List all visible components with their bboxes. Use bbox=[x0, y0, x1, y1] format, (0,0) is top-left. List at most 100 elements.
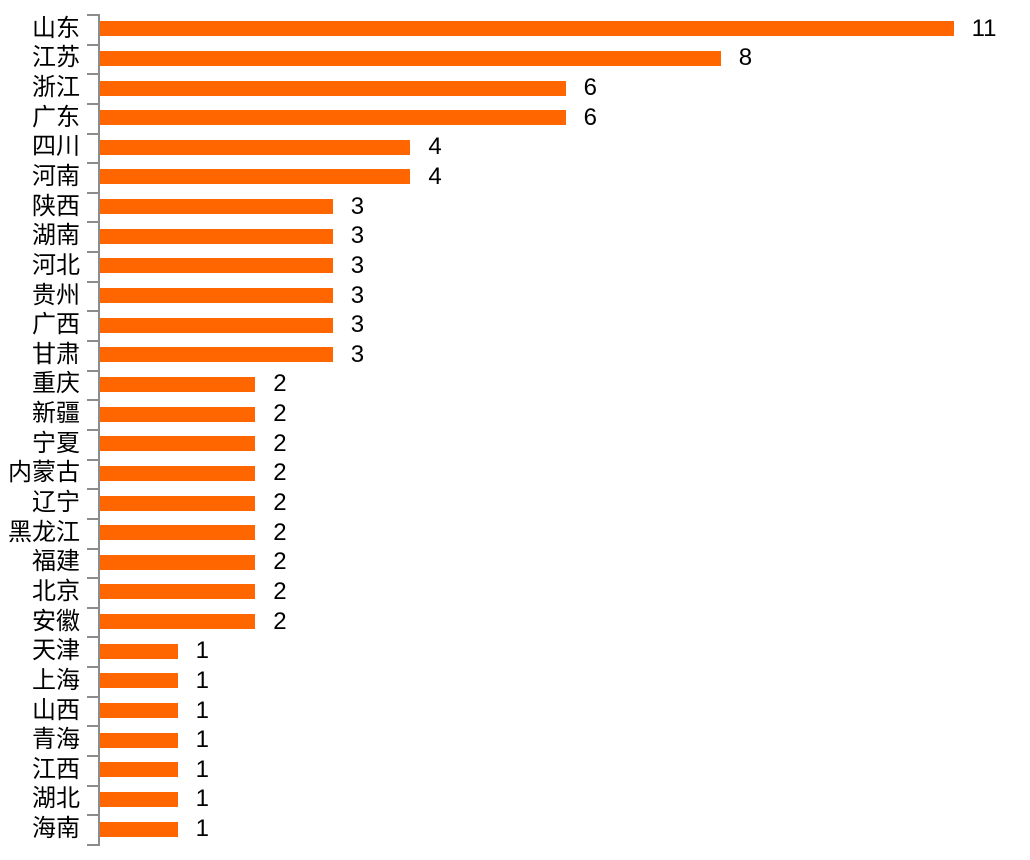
y-axis-tick bbox=[87, 755, 98, 757]
bar-row: 四川 4 bbox=[0, 133, 1030, 163]
category-label: 重庆 bbox=[32, 370, 80, 398]
y-axis-tick bbox=[87, 458, 98, 461]
value-label: 3 bbox=[350, 192, 365, 220]
bar bbox=[100, 525, 256, 541]
bar-row: 湖南 3 bbox=[0, 221, 1030, 251]
category-label: 山西 bbox=[32, 696, 80, 724]
bar bbox=[100, 614, 256, 630]
category-label: 甘肃 bbox=[32, 340, 80, 368]
bar-row: 重庆 2 bbox=[0, 370, 1030, 400]
bar-row: 浙江 6 bbox=[0, 73, 1030, 103]
value-label: 1 bbox=[195, 666, 209, 694]
bar bbox=[100, 110, 566, 126]
value-label: 1 bbox=[195, 785, 209, 813]
y-axis-tick bbox=[87, 547, 98, 550]
y-axis-tick bbox=[87, 162, 98, 165]
category-label: 黑龙江 bbox=[8, 518, 80, 546]
value-label: 6 bbox=[583, 74, 597, 102]
y-axis-tick bbox=[87, 577, 98, 580]
bar bbox=[100, 643, 178, 659]
bar-row: 湖北 1 bbox=[0, 785, 1030, 815]
value-label: 1 bbox=[195, 755, 209, 783]
value-label: 2 bbox=[273, 548, 287, 576]
bar bbox=[100, 50, 721, 66]
y-axis-line bbox=[98, 14, 100, 846]
bar-row: 河北 3 bbox=[0, 251, 1030, 281]
bar-row: 海南 1 bbox=[0, 814, 1030, 844]
y-axis-tick bbox=[87, 636, 98, 639]
y-axis-tick bbox=[87, 43, 98, 46]
y-axis-tick bbox=[87, 132, 98, 135]
value-label: 8 bbox=[738, 44, 753, 72]
value-label: 3 bbox=[350, 251, 365, 279]
category-label: 内蒙古 bbox=[8, 459, 80, 487]
bar-row: 上海 1 bbox=[0, 666, 1030, 696]
bar-row: 黑龙江 2 bbox=[0, 518, 1030, 548]
bar bbox=[100, 376, 256, 392]
bar-row: 贵州 3 bbox=[0, 281, 1030, 311]
bar-row: 宁夏 2 bbox=[0, 429, 1030, 459]
bar bbox=[100, 406, 256, 422]
category-label: 新疆 bbox=[32, 400, 80, 428]
value-label: 2 bbox=[273, 607, 287, 635]
category-label: 浙江 bbox=[32, 74, 80, 102]
value-label: 3 bbox=[350, 340, 365, 368]
value-label: 3 bbox=[350, 311, 365, 339]
bar bbox=[100, 584, 256, 600]
value-label: 1 bbox=[195, 815, 209, 843]
bar bbox=[100, 554, 256, 570]
bar-row: 安徽 2 bbox=[0, 607, 1030, 637]
bar bbox=[100, 732, 178, 748]
bar bbox=[100, 436, 256, 452]
value-label: 4 bbox=[428, 163, 442, 190]
bar-row: 广西 3 bbox=[0, 310, 1030, 340]
category-label: 海南 bbox=[32, 815, 80, 843]
bar bbox=[100, 80, 566, 96]
value-label: 2 bbox=[273, 518, 287, 546]
bar-row: 福建 2 bbox=[0, 548, 1030, 578]
bar-row: 新疆 2 bbox=[0, 399, 1030, 429]
y-axis-tick bbox=[87, 606, 98, 609]
bar-row: 陕西 3 bbox=[0, 192, 1030, 222]
y-axis-tick bbox=[87, 369, 98, 372]
y-axis-tick bbox=[87, 843, 98, 846]
bar-row: 天津 1 bbox=[0, 636, 1030, 666]
bar-row: 山东 11 bbox=[0, 14, 1030, 44]
category-label: 上海 bbox=[32, 666, 80, 694]
y-axis-tick bbox=[87, 310, 98, 313]
category-label: 湖南 bbox=[32, 222, 80, 250]
y-axis-tick bbox=[87, 399, 98, 402]
category-label: 湖北 bbox=[32, 785, 80, 813]
bar bbox=[100, 21, 954, 37]
bar bbox=[100, 791, 178, 807]
category-label: 江西 bbox=[32, 755, 80, 783]
value-label: 2 bbox=[273, 489, 287, 517]
bar bbox=[100, 258, 333, 274]
value-label: 4 bbox=[428, 133, 442, 161]
category-label: 江苏 bbox=[32, 44, 80, 72]
category-label: 青海 bbox=[32, 726, 80, 754]
value-label: 1 bbox=[195, 637, 209, 665]
bar bbox=[100, 465, 256, 481]
bar-row: 河南 4 bbox=[0, 162, 1030, 192]
bar-row: 辽宁 2 bbox=[0, 488, 1030, 518]
y-axis-tick bbox=[87, 666, 98, 669]
y-axis-tick bbox=[87, 428, 98, 431]
value-label: 1 bbox=[195, 726, 209, 754]
category-label: 陕西 bbox=[32, 192, 80, 220]
value-label: 2 bbox=[273, 577, 287, 605]
category-label: 福建 bbox=[32, 548, 80, 576]
value-label: 2 bbox=[273, 370, 287, 398]
bar bbox=[100, 228, 333, 244]
bar bbox=[100, 821, 178, 837]
y-axis-tick bbox=[87, 488, 98, 491]
bar bbox=[100, 139, 411, 155]
y-axis-tick bbox=[87, 517, 98, 520]
category-label: 河南 bbox=[32, 163, 80, 190]
bar bbox=[100, 703, 178, 719]
bar-row: 北京 2 bbox=[0, 577, 1030, 607]
bar-row: 江苏 8 bbox=[0, 44, 1030, 74]
y-axis-tick bbox=[87, 814, 98, 817]
bar-row: 甘肃 3 bbox=[0, 340, 1030, 370]
y-axis-tick bbox=[87, 695, 98, 698]
